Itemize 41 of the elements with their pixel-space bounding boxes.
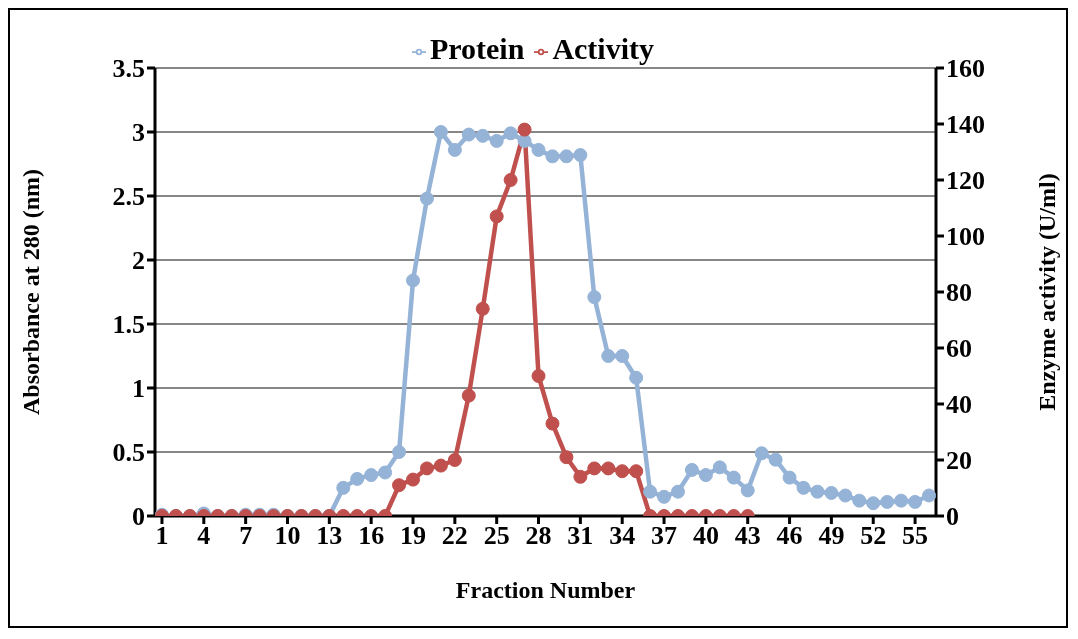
y2-tick-label: 0 [946, 502, 959, 532]
x-tick-label: 34 [609, 521, 636, 551]
y2-tick-label: 40 [946, 390, 972, 420]
y2-axis-title: Enzyme activity (U/ml) [1033, 173, 1060, 411]
legend-label: Protein [429, 32, 525, 65]
y-tick-label: 2.5 [112, 182, 145, 212]
y-tick-label: 3.5 [112, 54, 145, 84]
y2-tick-label: 80 [946, 278, 972, 308]
x-tick-label: 19 [400, 521, 427, 551]
y2-tick-label: 140 [946, 110, 985, 140]
x-tick-label: 25 [483, 521, 510, 551]
x-tick-label: 22 [441, 521, 468, 551]
x-tick-label: 46 [776, 521, 803, 551]
x-tick-label: 4 [197, 521, 211, 551]
x-tick-label: 28 [525, 521, 552, 551]
x-tick-label: 10 [274, 521, 301, 551]
x-tick-label: 49 [818, 521, 845, 551]
y2-tick-label: 120 [946, 166, 985, 196]
x-tick-label: 7 [239, 521, 253, 551]
y-axis-title: Absorbance at 280 (nm) [17, 169, 44, 415]
y2-tick-label: 60 [946, 334, 972, 364]
x-tick-label: 1 [155, 521, 169, 551]
x-tick-label: 31 [567, 521, 594, 551]
x-tick-label: 16 [358, 521, 385, 551]
y-tick-label: 0 [132, 502, 145, 532]
x-tick-label: 43 [734, 521, 761, 551]
legend-label: Activity [552, 32, 655, 65]
x-tick-label: 52 [860, 521, 887, 551]
y2-tick-label: 100 [946, 222, 985, 252]
x-tick-label: 13 [316, 521, 343, 551]
x-tick-label: 55 [902, 521, 929, 551]
y-tick-label: 3 [132, 118, 145, 148]
y-tick-label: 0.5 [112, 438, 145, 468]
y-tick-label: 1 [132, 374, 145, 404]
y-tick-label: 2 [132, 246, 145, 276]
y2-tick-label: 160 [946, 54, 985, 84]
y2-tick-label: 20 [946, 446, 972, 476]
x-tick-label: 37 [651, 521, 678, 551]
y-tick-label: 1.5 [112, 310, 145, 340]
x-axis-title: Fraction Number [455, 577, 636, 603]
x-tick-label: 40 [692, 521, 719, 551]
